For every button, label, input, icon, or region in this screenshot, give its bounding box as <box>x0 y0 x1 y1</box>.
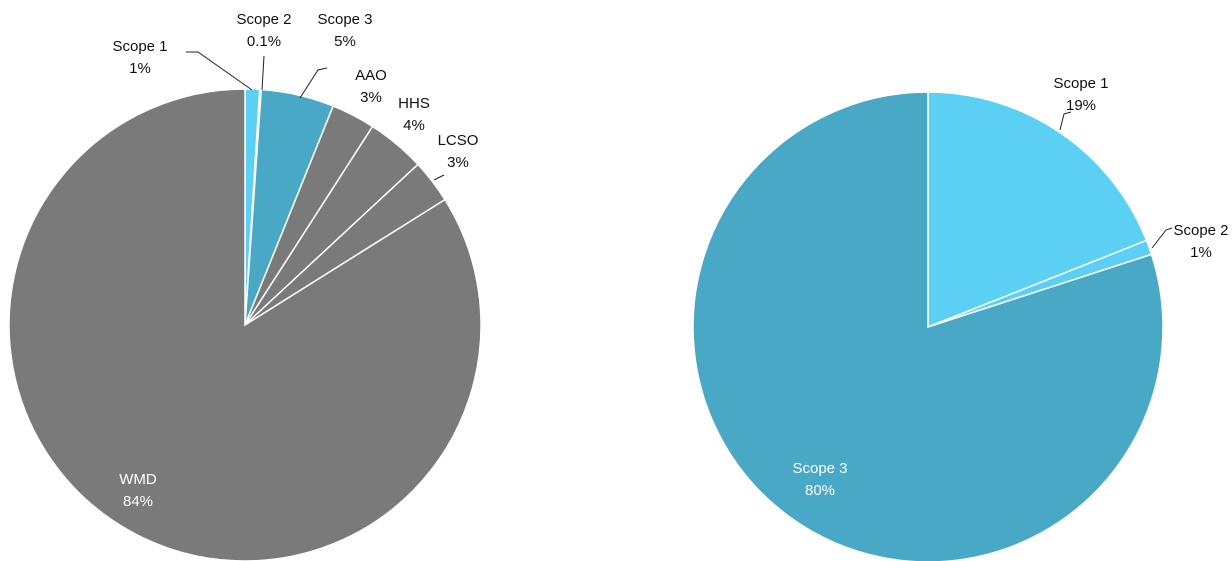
left-slice-name-wmd: WMD <box>119 471 157 488</box>
left-slice-name-hhs: HHS <box>398 95 430 112</box>
left-slice-percent-wmd: 84% <box>123 493 153 510</box>
left-slice-name-lcso: LCSO <box>438 132 479 149</box>
right-slice-name-scope-3: Scope 3 <box>792 460 847 477</box>
left-leader-line-scope-2 <box>261 55 265 91</box>
left-slice-name-aao: AAO <box>355 67 387 84</box>
left-leader-line-scope-3 <box>299 67 328 99</box>
right-leader-line-scope-1 <box>1059 111 1072 131</box>
left-leader-line-lcso <box>433 174 445 181</box>
right-slice-percent-scope-1: 19% <box>1066 97 1096 114</box>
right-slice-name-scope-1: Scope 1 <box>1053 75 1108 92</box>
left-slice-name-scope-3: Scope 3 <box>317 11 372 28</box>
right-pie-chart: Scope 1 19% Scope 2 1% Scope 3 80% <box>692 75 1229 561</box>
right-slice-percent-scope-3: 80% <box>805 482 835 499</box>
left-pie-chart: Scope 1 1% Scope 2 0.1% Scope 3 5% AAO 3% HHS 4% L… <box>8 11 482 561</box>
left-leader-line-scope-1 <box>186 51 253 91</box>
left-slice-percent-aao: 3% <box>360 89 382 106</box>
left-slice-name-scope-2: Scope 2 <box>236 11 291 28</box>
left-slice-name-scope-1: Scope 1 <box>112 38 167 55</box>
left-slice-percent-lcso: 3% <box>447 154 469 171</box>
right-pie-slice-scope-1 <box>927 91 1148 329</box>
left-slice-percent-scope-1: 1% <box>129 60 151 77</box>
right-slice-name-scope-2: Scope 2 <box>1173 222 1228 239</box>
left-slice-percent-hhs: 4% <box>403 117 425 134</box>
left-pie-slice-wmd <box>8 88 482 561</box>
right-leader-line-scope-2 <box>1151 227 1173 249</box>
right-pie-slice-scope-3 <box>692 91 1164 561</box>
left-slice-percent-scope-3: 5% <box>334 33 356 50</box>
left-slice-percent-scope-2: 0.1% <box>247 33 281 50</box>
right-slice-percent-scope-2: 1% <box>1190 244 1212 261</box>
